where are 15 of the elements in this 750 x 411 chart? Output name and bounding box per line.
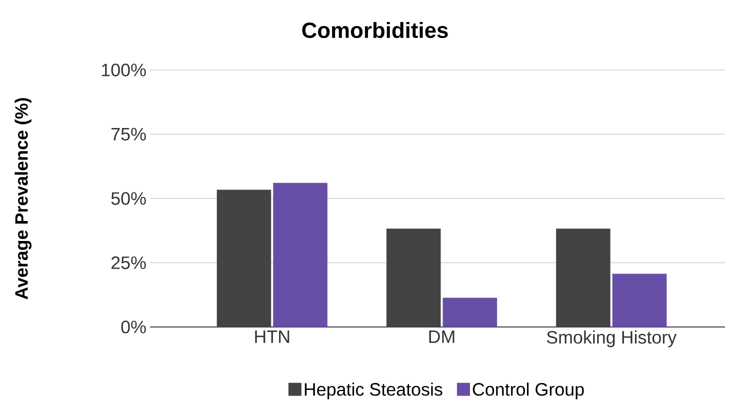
chart-title: Comorbidities (302, 22, 448, 38)
legend-label: Hepatic Steatosis (304, 382, 442, 400)
y-axis-title: Average Prevalence (%) (14, 98, 32, 300)
legend-label: Control Group (472, 382, 584, 400)
y-tick-label: 0% (121, 320, 146, 334)
x-tick-label: HTN (255, 330, 290, 343)
x-tick-label: DM (429, 330, 454, 343)
bar (612, 274, 667, 327)
x-tick-label: Smoking History (546, 330, 677, 348)
y-tick-label: 50% (111, 192, 146, 205)
bar (442, 298, 498, 327)
y-tick-label: 25% (111, 256, 146, 270)
bar (273, 182, 328, 327)
y-tick-label: 100% (102, 64, 146, 76)
y-tick-label: 75% (112, 128, 146, 141)
